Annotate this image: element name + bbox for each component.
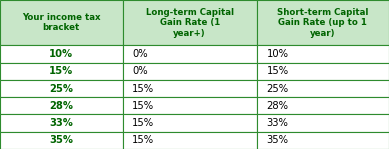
Text: 25%: 25% [266, 84, 289, 94]
Text: 15%: 15% [266, 66, 289, 76]
Text: Long-term Capital
Gain Rate (1
year+): Long-term Capital Gain Rate (1 year+) [145, 8, 234, 38]
Text: 15%: 15% [132, 84, 154, 94]
Text: 28%: 28% [266, 101, 289, 111]
Bar [0, 114, 123, 132]
Text: Your income tax
bracket: Your income tax bracket [22, 13, 101, 32]
Bar [123, 0, 257, 45]
Text: Short-term Capital
Gain Rate (up to 1
year): Short-term Capital Gain Rate (up to 1 ye… [277, 8, 368, 38]
Bar [123, 114, 257, 132]
Bar [257, 97, 389, 114]
Bar [0, 80, 123, 97]
Text: 28%: 28% [49, 101, 73, 111]
Text: 0%: 0% [132, 66, 148, 76]
Bar [123, 80, 257, 97]
Text: 15%: 15% [49, 66, 74, 76]
Bar [123, 45, 257, 63]
Bar [0, 132, 123, 149]
Text: 0%: 0% [132, 49, 148, 59]
Bar [257, 45, 389, 63]
Bar [257, 0, 389, 45]
Text: 15%: 15% [132, 118, 154, 128]
Text: 35%: 35% [266, 135, 289, 145]
Text: 10%: 10% [49, 49, 74, 59]
Bar [257, 63, 389, 80]
Text: 25%: 25% [49, 84, 73, 94]
Bar [0, 63, 123, 80]
Text: 15%: 15% [132, 135, 154, 145]
Bar [123, 63, 257, 80]
Text: 33%: 33% [49, 118, 73, 128]
Text: 33%: 33% [266, 118, 288, 128]
Bar [257, 132, 389, 149]
Text: 10%: 10% [266, 49, 289, 59]
Bar [257, 80, 389, 97]
Bar [0, 45, 123, 63]
Bar [123, 97, 257, 114]
Bar [0, 97, 123, 114]
Bar [123, 132, 257, 149]
Text: 35%: 35% [49, 135, 73, 145]
Text: 15%: 15% [132, 101, 154, 111]
Bar [0, 0, 123, 45]
Bar [257, 114, 389, 132]
